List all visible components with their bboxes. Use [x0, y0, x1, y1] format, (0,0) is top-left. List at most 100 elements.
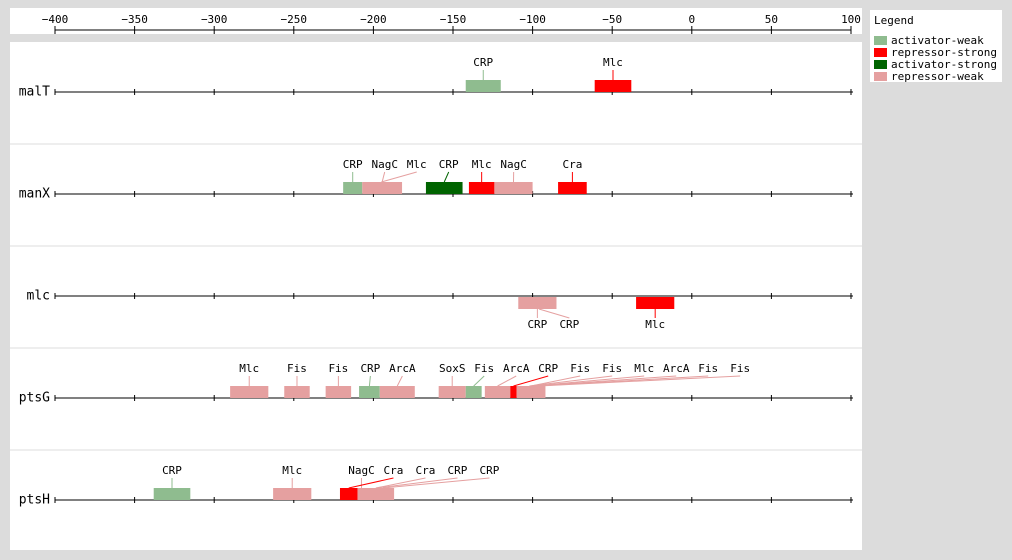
- legend-swatch: [874, 72, 887, 81]
- site: [373, 488, 393, 500]
- site-label: Mlc: [634, 362, 654, 375]
- gene-name: mlc: [27, 289, 50, 304]
- site: [379, 386, 415, 398]
- site-label: CRP: [473, 56, 493, 69]
- site-label: Cra: [384, 464, 404, 477]
- site-label: Fis: [730, 362, 750, 375]
- legend-label: activator-weak: [891, 34, 984, 47]
- site-label: Mlc: [407, 158, 427, 171]
- tick-label: −350: [121, 13, 148, 26]
- site-label: Cra: [562, 158, 582, 171]
- tick-label: 0: [688, 13, 695, 26]
- legend-label: activator-strong: [891, 58, 997, 71]
- site-label: ArcA: [503, 362, 530, 375]
- site-label: NagC: [348, 464, 375, 477]
- tick-label: −150: [440, 13, 467, 26]
- legend-swatch: [874, 60, 887, 69]
- site-label: ArcA: [663, 362, 690, 375]
- site-connector: [348, 477, 394, 489]
- site-label: Fis: [698, 362, 718, 375]
- tick-label: −200: [360, 13, 387, 26]
- site-label: SoxS: [439, 362, 466, 375]
- legend-label: repressor-weak: [891, 70, 984, 83]
- tick-label: −100: [519, 13, 546, 26]
- legend-label: repressor-strong: [891, 46, 997, 59]
- site: [343, 182, 363, 194]
- site: [532, 386, 546, 398]
- gene-name: ptsH: [19, 493, 50, 508]
- site-connector: [396, 375, 403, 387]
- site: [510, 386, 517, 398]
- site-label: Mlc: [282, 464, 302, 477]
- tick-label: −250: [281, 13, 308, 26]
- site-connector: [529, 375, 613, 387]
- site: [438, 386, 466, 398]
- site-connector: [375, 477, 426, 489]
- site-label: Cra: [416, 464, 436, 477]
- site-connector: [473, 375, 485, 387]
- site-connector: [368, 375, 371, 387]
- site-connector: [538, 308, 570, 319]
- tick-label: 50: [765, 13, 778, 26]
- site-label: CRP: [480, 464, 500, 477]
- site-label: ArcA: [389, 362, 416, 375]
- site-label: CRP: [448, 464, 468, 477]
- site: [365, 182, 398, 194]
- gene-name: manX: [19, 187, 50, 202]
- site-label: CRP: [559, 318, 579, 331]
- site: [494, 182, 533, 194]
- site-label: CRP: [343, 158, 363, 171]
- site-label: CRP: [360, 362, 380, 375]
- legend-box: [870, 10, 1002, 82]
- tick-label: −50: [602, 13, 622, 26]
- site-label: NagC: [371, 158, 398, 171]
- site-label: Fis: [570, 362, 590, 375]
- site: [284, 386, 310, 398]
- site-label: Fis: [474, 362, 494, 375]
- legend-swatch: [874, 48, 887, 57]
- site-label: Mlc: [645, 318, 665, 331]
- site: [465, 386, 482, 398]
- site-connector: [382, 477, 490, 489]
- site: [273, 488, 312, 500]
- site: [558, 182, 587, 194]
- site-label: Fis: [602, 362, 622, 375]
- site-label: Fis: [287, 362, 307, 375]
- site: [524, 297, 554, 309]
- site-label: Mlc: [239, 362, 259, 375]
- site: [230, 386, 269, 398]
- site: [339, 488, 358, 500]
- site: [359, 386, 380, 398]
- site: [594, 80, 632, 92]
- site: [153, 488, 191, 500]
- site: [325, 386, 352, 398]
- legend-title: Legend: [874, 14, 914, 27]
- site: [425, 182, 463, 194]
- tick-label: −400: [42, 13, 69, 26]
- gene-name: malT: [19, 85, 50, 100]
- site-connector: [381, 171, 386, 183]
- site: [468, 182, 495, 194]
- site-label: Mlc: [472, 158, 492, 171]
- site: [465, 80, 501, 92]
- site-label: NagC: [500, 158, 527, 171]
- site-label: CRP: [439, 158, 459, 171]
- site-label: CRP: [527, 318, 547, 331]
- legend-swatch: [874, 36, 887, 45]
- tick-label: −300: [201, 13, 228, 26]
- site-label: CRP: [162, 464, 182, 477]
- site-connector: [443, 171, 450, 183]
- site-connector: [538, 375, 741, 387]
- site-label: Mlc: [603, 56, 623, 69]
- site-connector: [377, 477, 458, 489]
- site-connector: [513, 375, 549, 387]
- site-label: CRP: [538, 362, 558, 375]
- site-connector: [381, 171, 417, 183]
- gene-name: ptsG: [19, 391, 50, 406]
- site: [484, 386, 511, 398]
- site-connector: [497, 375, 517, 387]
- site: [636, 297, 675, 309]
- site-label: Fis: [328, 362, 348, 375]
